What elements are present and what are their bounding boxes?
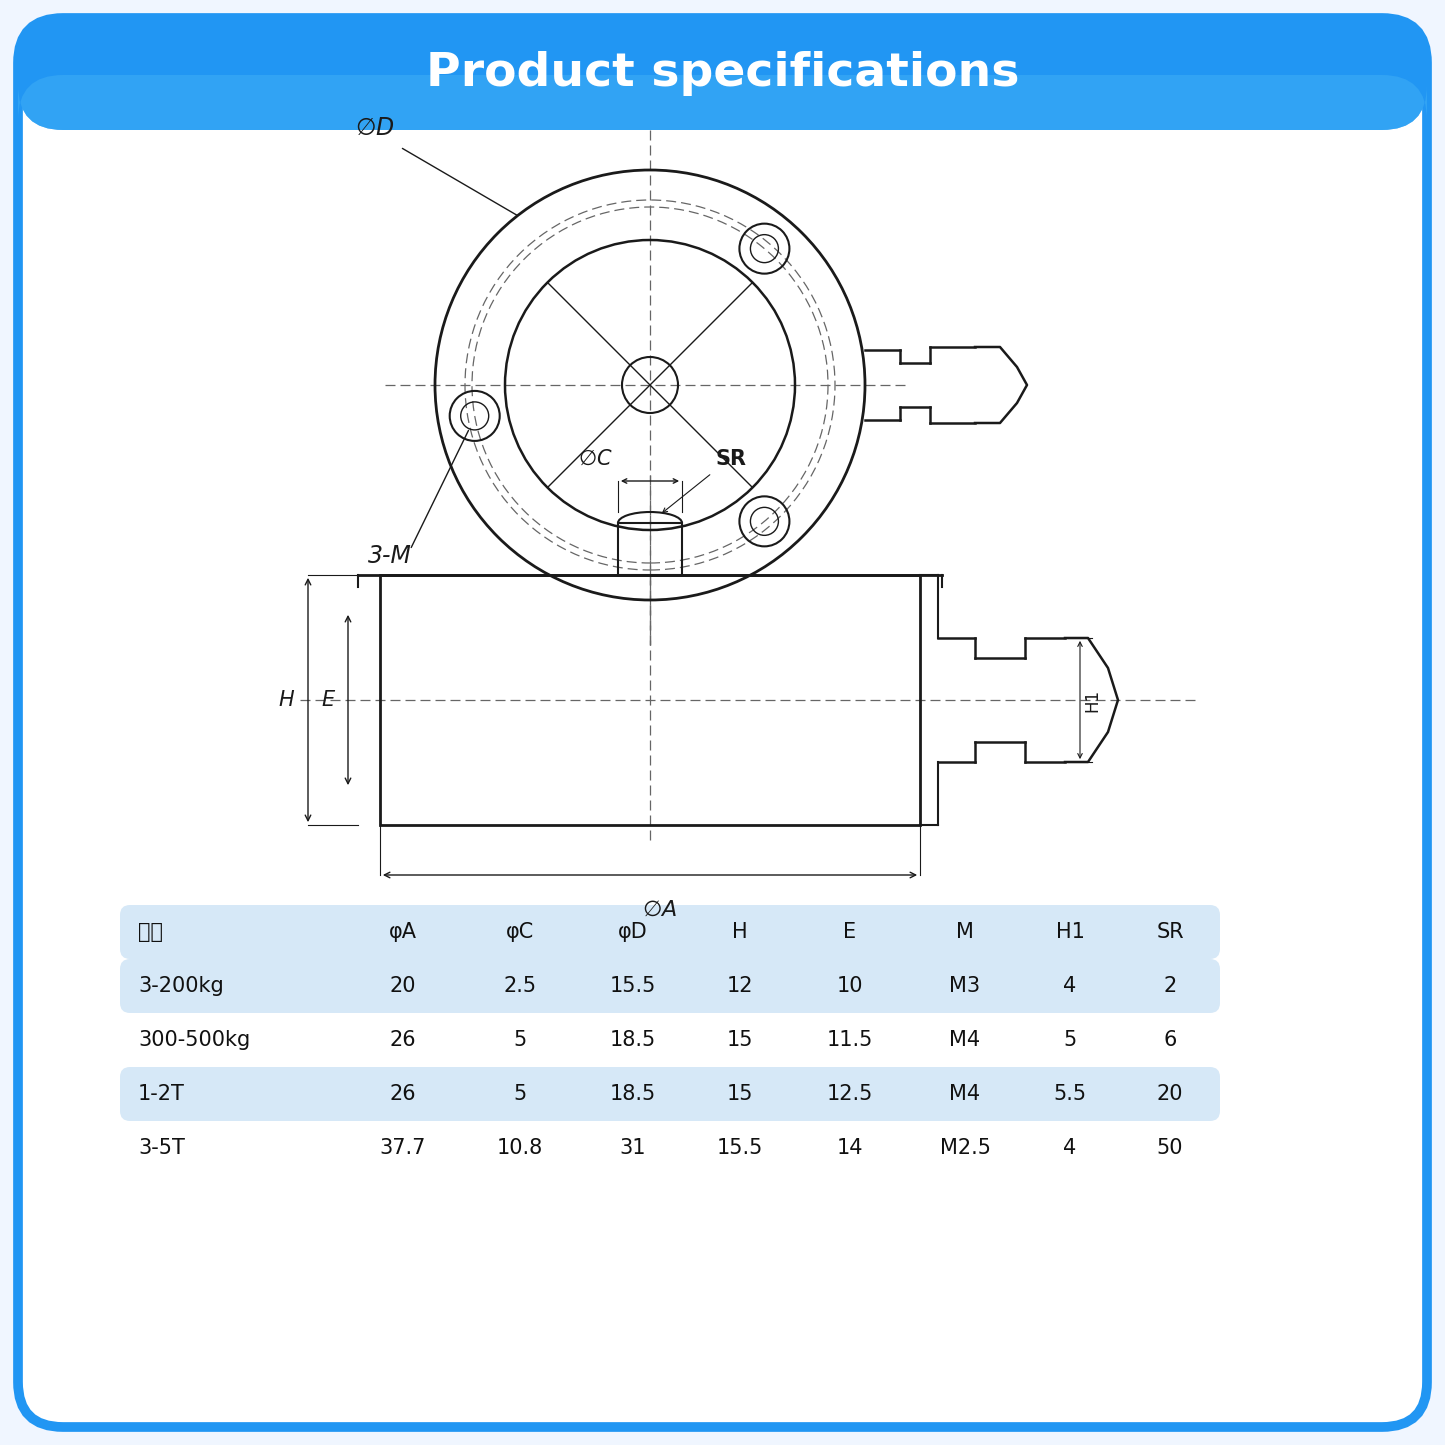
Text: H: H [733,922,749,942]
Text: φD: φD [617,922,647,942]
Text: 5: 5 [513,1084,526,1104]
Text: 6: 6 [1163,1030,1176,1051]
FancyBboxPatch shape [17,17,1428,130]
Text: 1-2T: 1-2T [139,1084,185,1104]
Text: 10.8: 10.8 [497,1139,543,1157]
Text: 11.5: 11.5 [827,1030,873,1051]
Text: 14: 14 [837,1139,863,1157]
Text: M: M [957,922,974,942]
FancyBboxPatch shape [120,1013,1220,1066]
Text: 15: 15 [727,1084,753,1104]
FancyBboxPatch shape [17,17,1428,1428]
Text: 300-500kg: 300-500kg [139,1030,250,1051]
Text: 15.5: 15.5 [610,975,656,996]
Text: H1: H1 [1082,688,1101,711]
Text: H: H [277,691,293,709]
Text: φC: φC [506,922,535,942]
Text: $\varnothing$D: $\varnothing$D [355,116,394,140]
Text: 18.5: 18.5 [610,1084,656,1104]
Text: 12: 12 [727,975,753,996]
Text: M4: M4 [949,1084,981,1104]
Text: 2: 2 [1163,975,1176,996]
Text: E: E [844,922,857,942]
Text: 3-200kg: 3-200kg [139,975,224,996]
Text: 5.5: 5.5 [1053,1084,1087,1104]
Text: M2.5: M2.5 [939,1139,990,1157]
Text: SR: SR [1156,922,1183,942]
Bar [618,523,682,575]
Text: 12.5: 12.5 [827,1084,873,1104]
Text: 5: 5 [513,1030,526,1051]
Text: SR: SR [715,449,746,470]
Text: H1: H1 [1055,922,1084,942]
FancyBboxPatch shape [17,75,1428,130]
Text: 15.5: 15.5 [717,1139,763,1157]
Text: $\varnothing$A: $\varnothing$A [643,900,678,920]
Text: 26: 26 [389,1030,416,1051]
Text: 26: 26 [389,1084,416,1104]
Text: 15: 15 [727,1030,753,1051]
FancyBboxPatch shape [120,959,1220,1013]
Text: φA: φA [389,922,416,942]
Text: 4: 4 [1064,1139,1077,1157]
Bar [380,575,920,825]
Text: 18.5: 18.5 [610,1030,656,1051]
Text: 4: 4 [1064,975,1077,996]
Text: 10: 10 [837,975,863,996]
Text: 5: 5 [1064,1030,1077,1051]
Text: M3: M3 [949,975,981,996]
Text: M4: M4 [949,1030,981,1051]
Text: 20: 20 [1157,1084,1183,1104]
Text: E: E [321,691,335,709]
Text: 2.5: 2.5 [503,975,536,996]
FancyBboxPatch shape [120,1066,1220,1121]
Text: 37.7: 37.7 [380,1139,426,1157]
Text: 3-5T: 3-5T [139,1139,185,1157]
Text: $\varnothing$C: $\varnothing$C [578,449,613,470]
Text: 20: 20 [389,975,416,996]
FancyBboxPatch shape [120,905,1220,959]
FancyBboxPatch shape [120,1121,1220,1175]
Text: 量程: 量程 [139,922,163,942]
Text: 50: 50 [1157,1139,1183,1157]
Text: 31: 31 [620,1139,646,1157]
Text: 3-M: 3-M [368,543,412,568]
Text: Product specifications: Product specifications [426,52,1019,97]
